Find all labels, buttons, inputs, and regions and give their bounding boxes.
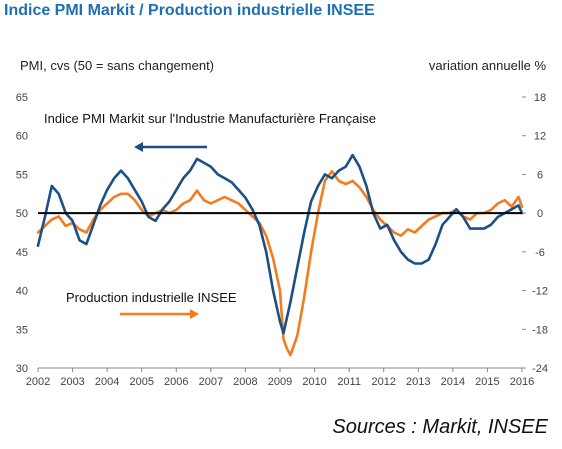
production-series-line	[36, 169, 524, 357]
left-tick-label: 30	[16, 363, 28, 375]
x-tick-label: 2008	[233, 376, 257, 388]
axis-ticks: 2002 2003 2004 2005 2006 2007 2008 2009 2010 2011…	[16, 92, 548, 388]
x-tick-label: 2013	[406, 376, 430, 388]
right-tick-label: -6	[535, 247, 545, 259]
pmi-legend-arrow	[134, 142, 207, 152]
x-tick-label: 2012	[371, 376, 395, 388]
x-tick-label: 2014	[441, 376, 465, 388]
left-tick-label: 40	[16, 286, 28, 298]
x-tick-label: 2002	[26, 376, 50, 388]
x-tick-label: 2009	[268, 376, 292, 388]
x-tick-label: 2007	[199, 376, 223, 388]
x-tick-label: 2011	[337, 376, 361, 388]
left-tick-label: 45	[16, 247, 28, 259]
right-tick-label: 0	[537, 208, 543, 220]
x-tick-label: 2004	[95, 376, 119, 388]
production-legend-label: Production industrielle INSEE	[66, 290, 237, 305]
right-tick-label: 12	[534, 131, 546, 143]
left-axis-label: PMI, cvs (50 = sans changement)	[20, 58, 215, 73]
left-tick-label: 55	[16, 169, 28, 181]
right-tick-label: -12	[532, 286, 548, 298]
left-tick-label: 35	[16, 324, 28, 336]
x-tick-label: 2005	[129, 376, 153, 388]
right-tick-label: -24	[532, 363, 548, 375]
chart-title: Indice PMI Markit / Production industrie…	[4, 2, 375, 19]
left-tick-label: 60	[16, 131, 28, 143]
production-legend-arrow	[120, 309, 199, 319]
x-tick-label: 2010	[302, 376, 326, 388]
x-tick-label: 2003	[60, 376, 84, 388]
x-tick-label: 2015	[475, 376, 499, 388]
source-note: Sources : Markit, INSEE	[332, 416, 548, 438]
right-tick-label: 6	[537, 169, 543, 181]
right-tick-label: 18	[534, 92, 546, 104]
pmi-series-line	[36, 153, 524, 335]
x-tick-label: 2006	[164, 376, 188, 388]
left-tick-label: 50	[16, 208, 28, 220]
left-tick-label: 65	[16, 92, 28, 104]
pmi-legend-label: Indice PMI Markit sur l'Industrie Manufa…	[44, 111, 376, 126]
x-tick-label: 2016	[510, 376, 534, 388]
right-axis-label: variation annuelle %	[428, 58, 546, 73]
series-layer	[36, 153, 524, 357]
right-tick-label: -18	[532, 324, 548, 336]
